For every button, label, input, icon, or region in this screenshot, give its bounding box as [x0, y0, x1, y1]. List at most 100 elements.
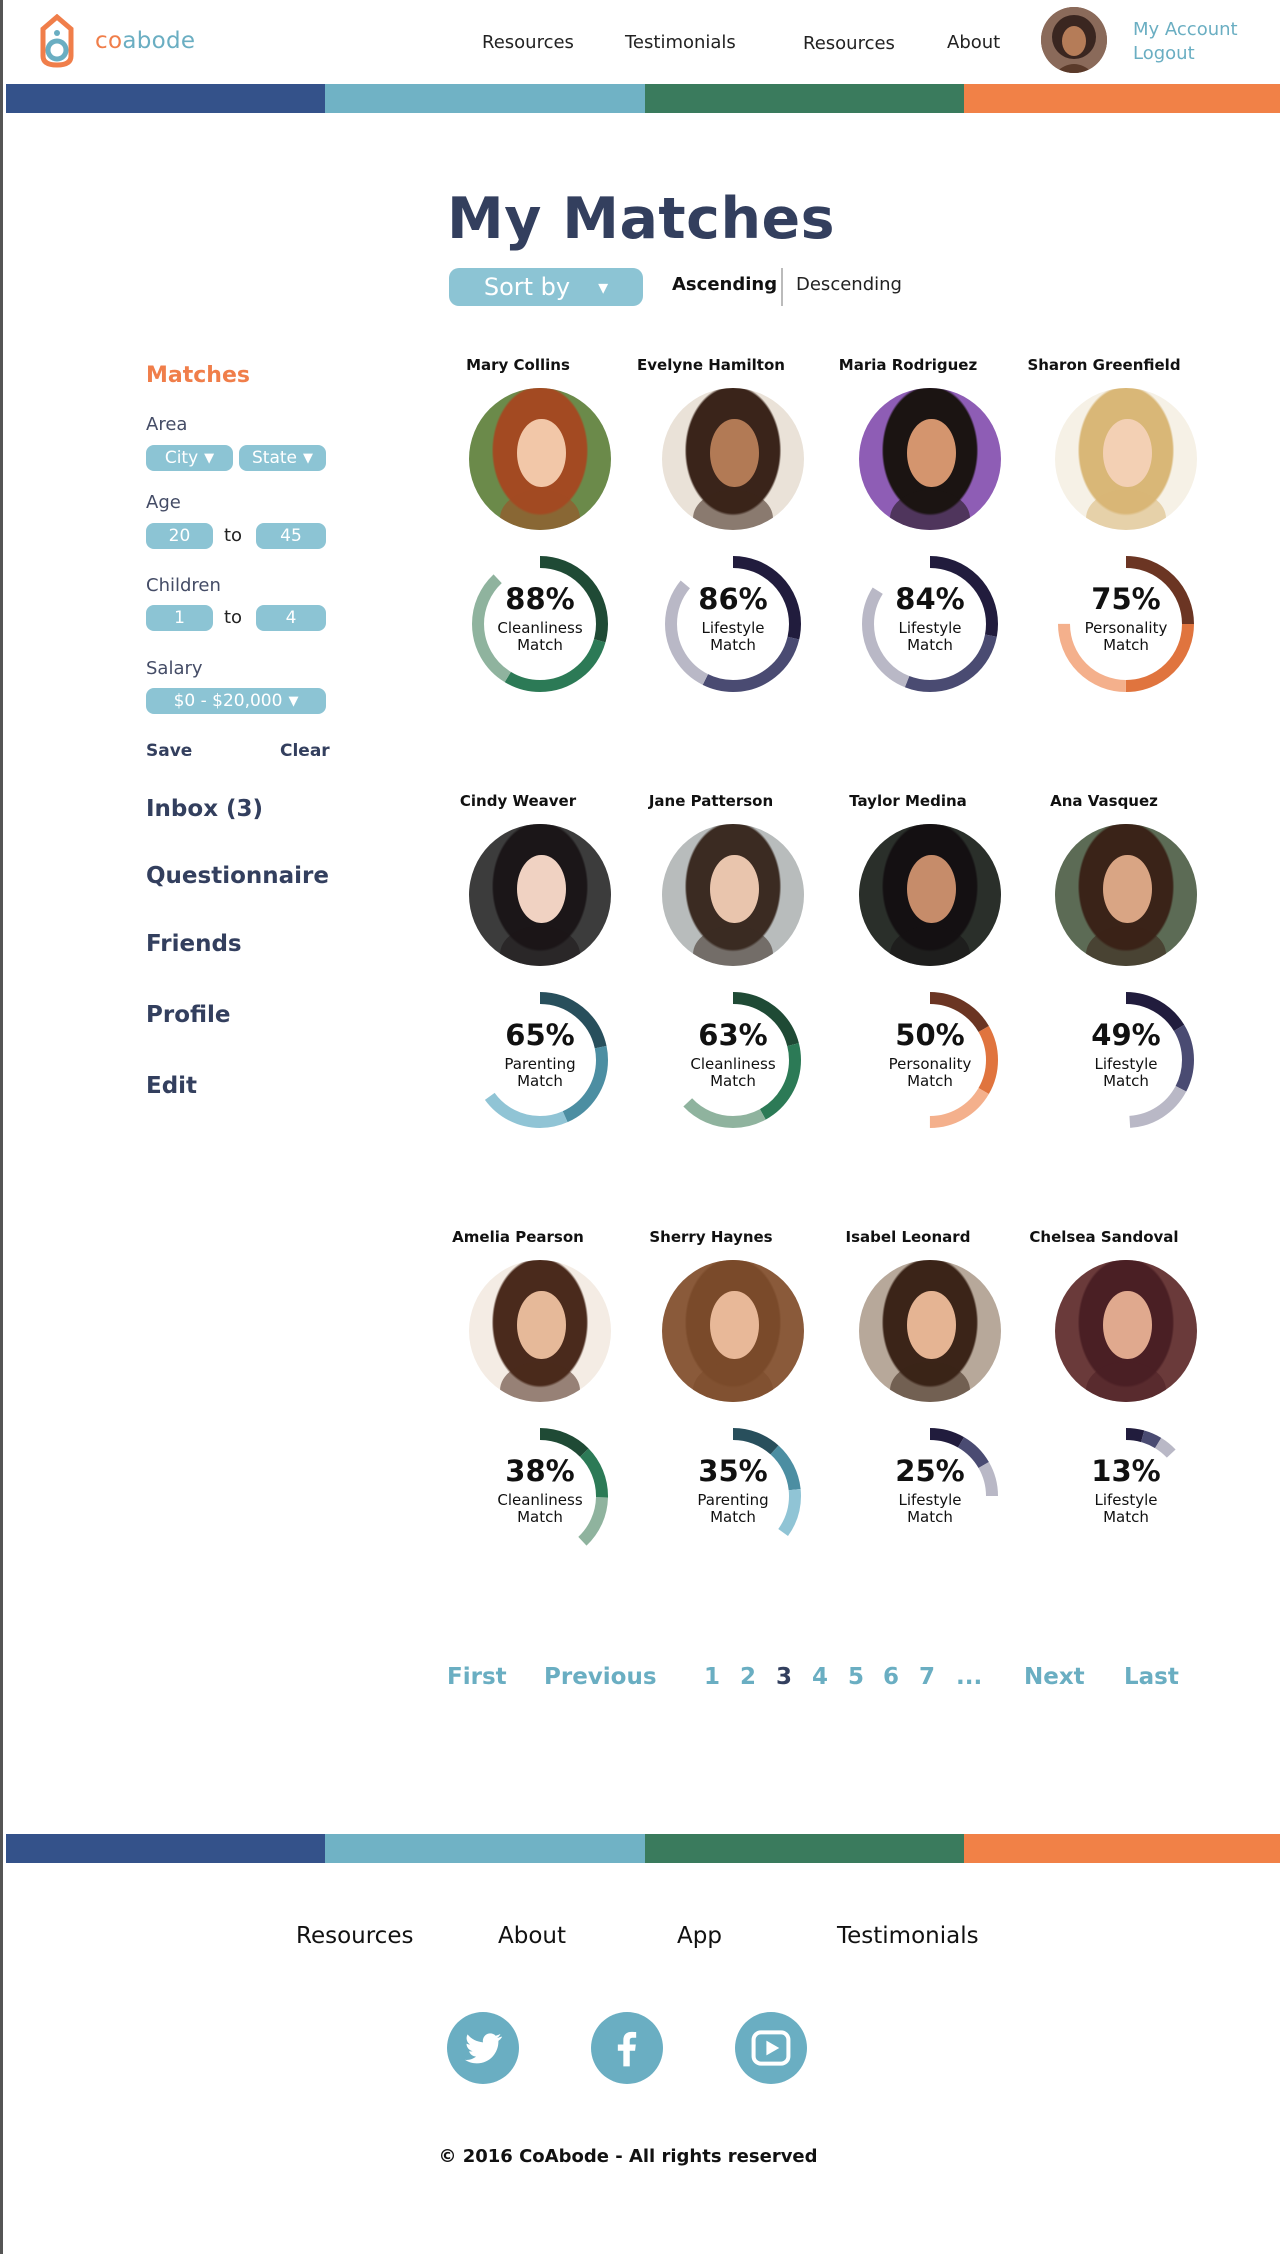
pagination-first[interactable]: First	[447, 1664, 507, 1690]
match-ring-segment	[1058, 992, 1194, 1128]
match-name[interactable]: Cindy Weaver	[459, 792, 577, 810]
match-card[interactable]: Mary Collins 88% Cleanliness Match	[423, 356, 613, 716]
logo[interactable]: coabode	[39, 14, 195, 68]
match-ring-segment	[862, 992, 998, 1128]
nav-resources-2[interactable]: Resources	[803, 33, 895, 54]
color-stripe-bottom	[6, 1834, 1280, 1863]
match-ring-segment	[665, 556, 801, 692]
match-card[interactable]: Sharon Greenfield 75% Personality Match	[1009, 356, 1199, 716]
footer-link-testimonials[interactable]: Testimonials	[837, 1923, 979, 1949]
sidebar-item-profile[interactable]: Profile	[146, 1002, 231, 1028]
match-photo[interactable]	[469, 824, 611, 966]
match-category-label: Cleanliness	[690, 1055, 776, 1073]
area-label: Area	[146, 414, 188, 435]
match-category: Lifestyle Match	[858, 620, 1002, 654]
children-max-input[interactable]: 4	[256, 605, 326, 631]
logout-link[interactable]: Logout	[1133, 43, 1195, 64]
match-card[interactable]: Ana Vasquez 49% Lifestyle Match	[1009, 792, 1199, 1152]
match-name[interactable]: Sharon Greenfield	[1027, 356, 1181, 374]
match-percent: 49%	[1091, 1018, 1161, 1052]
my-account-link[interactable]: My Account	[1133, 19, 1238, 40]
children-min-input[interactable]: 1	[146, 605, 213, 631]
youtube-button[interactable]	[735, 2012, 807, 2084]
match-card[interactable]: Isabel Leonard 25% Lifestyle Match	[813, 1228, 1003, 1588]
sort-descending[interactable]: Descending	[796, 274, 902, 295]
clear-button[interactable]: Clear	[280, 741, 330, 761]
footer-link-app[interactable]: App	[677, 1923, 722, 1949]
match-ring-segment	[862, 556, 998, 692]
match-card[interactable]: Jane Patterson 63% Cleanliness Match	[616, 792, 806, 1152]
footer-link-about[interactable]: About	[498, 1923, 567, 1949]
salary-select[interactable]: $0 - $20,000 ▼	[146, 688, 326, 714]
sort-ascending[interactable]: Ascending	[672, 274, 778, 295]
sidebar-item-inbox[interactable]: Inbox (3)	[146, 796, 264, 822]
match-ring-segment	[665, 556, 801, 692]
match-photo[interactable]	[1055, 1260, 1197, 1402]
match-photo[interactable]	[469, 1260, 611, 1402]
match-card[interactable]: Amelia Pearson 38% Cleanliness Match	[423, 1228, 613, 1588]
match-ring-segment	[472, 992, 608, 1128]
pagination-page-5[interactable]: 5	[848, 1664, 865, 1690]
match-word-label: Match	[710, 1072, 756, 1090]
match-name[interactable]: Ana Vasquez	[1050, 792, 1158, 810]
match-photo[interactable]	[662, 1260, 804, 1402]
avatar[interactable]	[1041, 7, 1107, 73]
match-photo[interactable]	[1055, 824, 1197, 966]
match-ring-segment	[862, 992, 998, 1128]
match-name[interactable]: Evelyne Hamilton	[637, 356, 785, 374]
sort-by-dropdown[interactable]: Sort by ▾	[449, 268, 643, 306]
match-name[interactable]: Taylor Medina	[849, 792, 967, 810]
state-select[interactable]: State ▼	[239, 445, 326, 471]
match-photo[interactable]	[859, 824, 1001, 966]
pagination-last[interactable]: Last	[1124, 1664, 1179, 1690]
sidebar-heading-matches[interactable]: Matches	[146, 363, 250, 388]
pagination-next[interactable]: Next	[1024, 1664, 1085, 1690]
nav-testimonials[interactable]: Testimonials	[625, 32, 736, 53]
match-card[interactable]: Maria Rodriguez 84% Lifestyle Match	[813, 356, 1003, 716]
pagination-ellipsis: ...	[956, 1664, 983, 1690]
pagination-page-6[interactable]: 6	[883, 1664, 900, 1690]
twitter-button[interactable]	[447, 2012, 519, 2084]
match-photo[interactable]	[859, 388, 1001, 530]
save-button[interactable]: Save	[146, 741, 193, 761]
match-photo[interactable]	[662, 824, 804, 966]
match-name[interactable]: Sherry Haynes	[649, 1228, 773, 1246]
match-photo[interactable]	[1055, 388, 1197, 530]
match-name[interactable]: Mary Collins	[466, 356, 570, 374]
match-card[interactable]: Taylor Medina 50% Personality Match	[813, 792, 1003, 1152]
match-card[interactable]: Sherry Haynes 35% Parenting Match	[616, 1228, 806, 1588]
age-max-input[interactable]: 45	[256, 523, 326, 549]
match-category: Personality Match	[1054, 620, 1198, 654]
facebook-button[interactable]	[591, 2012, 663, 2084]
house-logo-icon	[40, 14, 74, 68]
match-photo[interactable]	[662, 388, 804, 530]
match-card[interactable]: Chelsea Sandoval 13% Lifestyle Match	[1009, 1228, 1199, 1588]
color-stripe-top	[6, 84, 1280, 113]
sort-divider	[781, 268, 783, 306]
sidebar-item-friends[interactable]: Friends	[146, 931, 242, 957]
nav-about[interactable]: About	[947, 32, 1001, 53]
pagination-page-7[interactable]: 7	[919, 1664, 936, 1690]
sidebar-item-questionnaire[interactable]: Questionnaire	[146, 863, 329, 889]
pagination-previous[interactable]: Previous	[544, 1664, 657, 1690]
sidebar-item-edit[interactable]: Edit	[146, 1073, 198, 1099]
match-name[interactable]: Amelia Pearson	[452, 1228, 584, 1246]
match-card[interactable]: Evelyne Hamilton 86% Lifestyle Match	[616, 356, 806, 716]
match-ring-chart	[862, 1428, 998, 1564]
city-select[interactable]: City ▼	[146, 445, 233, 471]
age-min-input[interactable]: 20	[146, 523, 213, 549]
footer-link-resources[interactable]: Resources	[296, 1923, 414, 1949]
match-photo[interactable]	[469, 388, 611, 530]
match-name[interactable]: Jane Patterson	[648, 792, 774, 810]
pagination-page-1[interactable]: 1	[704, 1664, 721, 1690]
match-percent: 25%	[895, 1454, 965, 1488]
pagination-page-4[interactable]: 4	[812, 1664, 829, 1690]
match-name[interactable]: Chelsea Sandoval	[1029, 1228, 1179, 1246]
match-name[interactable]: Isabel Leonard	[845, 1228, 971, 1246]
match-card[interactable]: Cindy Weaver 65% Parenting Match	[423, 792, 613, 1152]
pagination-page-3[interactable]: 3	[776, 1664, 793, 1690]
match-photo[interactable]	[859, 1260, 1001, 1402]
match-name[interactable]: Maria Rodriguez	[838, 356, 978, 374]
nav-resources[interactable]: Resources	[482, 32, 574, 53]
pagination-page-2[interactable]: 2	[740, 1664, 757, 1690]
